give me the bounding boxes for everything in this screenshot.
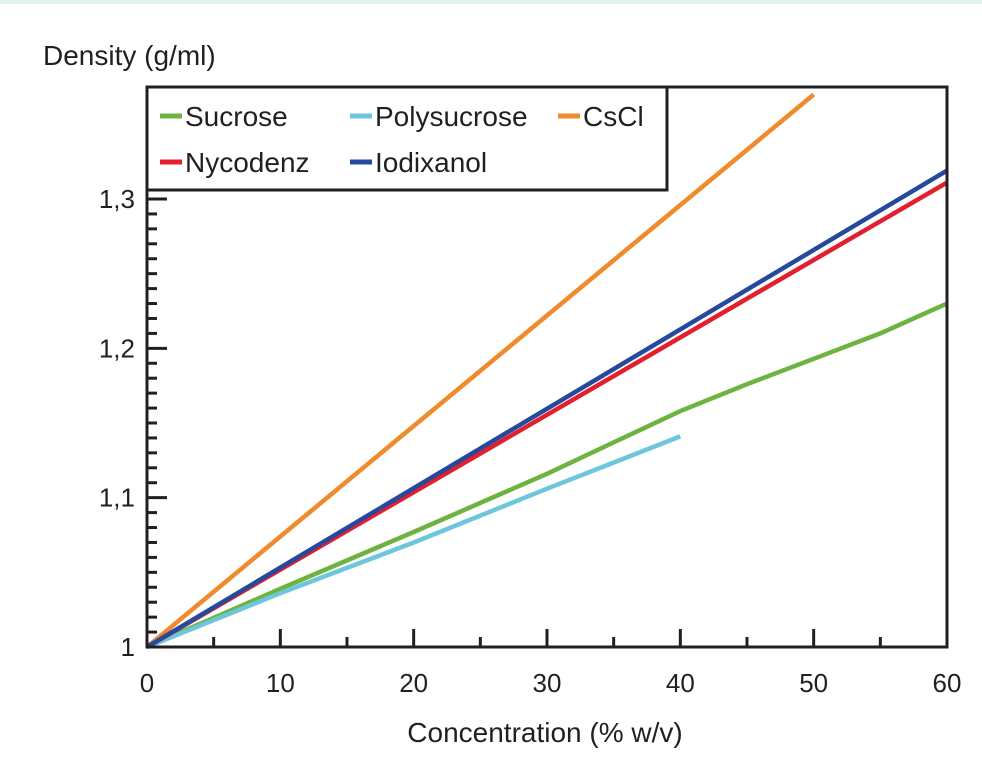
- legend-label-iodixanol: Iodixanol: [375, 147, 487, 178]
- x-tick-label: 40: [666, 668, 695, 698]
- ticks-layer: 0 10 20 30 40 50 60 1 1,1 1,2 1,3: [99, 107, 962, 698]
- x-tick-label: 30: [533, 668, 562, 698]
- x-tick-label: 50: [799, 668, 828, 698]
- series-layer: [145, 92, 949, 650]
- series-line-iodixanol: [145, 168, 949, 649]
- y-tick-label: 1,3: [99, 184, 135, 214]
- series-line-cscl: [145, 92, 816, 649]
- legend-box: [145, 85, 669, 192]
- legend-label-cscl: CsCl: [583, 101, 644, 132]
- x-tick-label: 0: [140, 668, 154, 698]
- x-axis-title: Concentration (% w/v): [407, 717, 682, 748]
- legend-label-nycodenz: Nycodenz: [185, 147, 310, 178]
- top-color-band: [0, 0, 982, 4]
- x-tick-label: 20: [399, 668, 428, 698]
- y-axis-title: Density (g/ml): [43, 40, 216, 71]
- y-tick-label: 1,2: [99, 333, 135, 363]
- legend-label-polysucrose: Polysucrose: [375, 101, 528, 132]
- x-tick-label: 60: [933, 668, 962, 698]
- x-tick-label: 10: [266, 668, 295, 698]
- y-tick-label: 1: [121, 632, 135, 662]
- y-tick-label: 1,1: [99, 483, 135, 513]
- series-line-sucrose: [146, 301, 948, 650]
- series-line-polysucrose: [146, 434, 682, 650]
- legend: Sucrose Polysucrose CsCl Nycodenz Iodixanol: [145, 85, 669, 192]
- legend-label-sucrose: Sucrose: [185, 101, 288, 132]
